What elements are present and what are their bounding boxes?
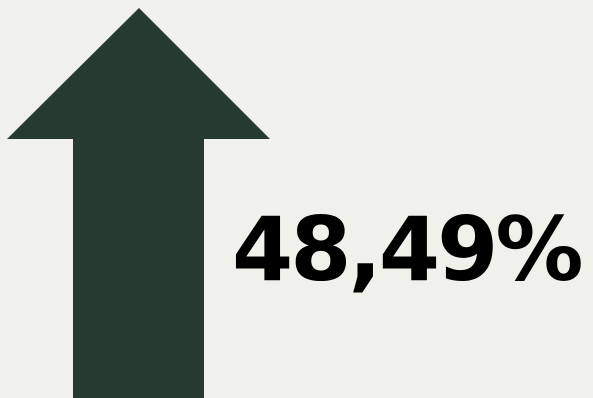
arrow-up-shape [7, 8, 270, 398]
percentage-value: 48,49% [232, 198, 584, 301]
